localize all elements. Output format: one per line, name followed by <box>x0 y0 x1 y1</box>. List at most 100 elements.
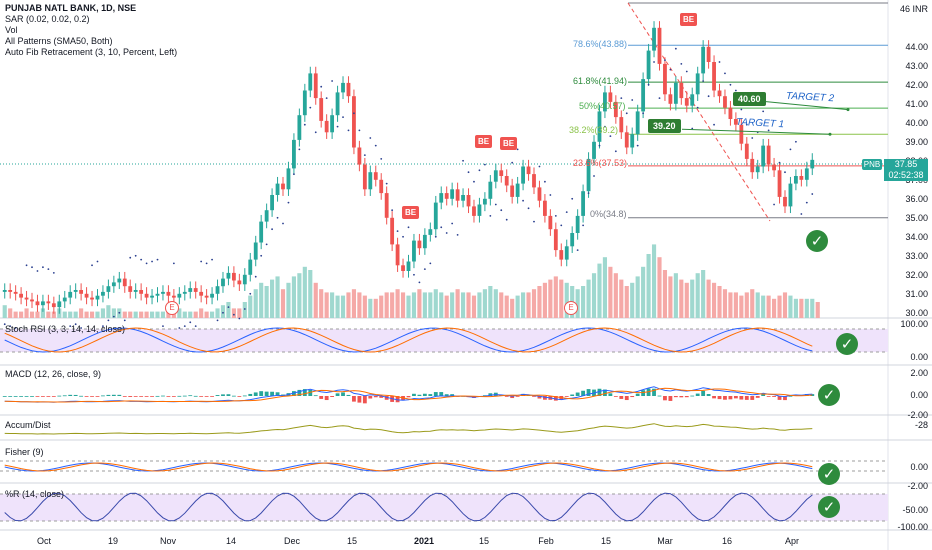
volume-bar <box>641 266 646 318</box>
be-pattern-marker[interactable]: BE <box>680 13 698 26</box>
sar-dot <box>789 148 792 151</box>
target-box-40-60[interactable]: 40.60 <box>733 92 766 106</box>
macd-histogram-bar <box>297 389 302 396</box>
volume-bar <box>559 279 564 318</box>
candle-body <box>68 291 73 298</box>
candle-body <box>673 82 678 104</box>
volume-bar <box>504 295 509 318</box>
sar-dot <box>69 325 72 327</box>
volume-bar <box>433 289 438 318</box>
candle-body <box>646 50 651 80</box>
sar-dot <box>118 311 121 314</box>
sar-dot <box>724 72 726 75</box>
sar-dot <box>554 215 557 217</box>
macd-histogram-bar <box>723 396 727 400</box>
sar-legend[interactable]: SAR (0.02, 0.02, 0.2) <box>5 14 90 24</box>
candle-body <box>499 170 504 176</box>
candle-body <box>155 293 160 296</box>
volume-bar <box>308 270 313 318</box>
sar-dot <box>527 207 530 210</box>
williams-r-title[interactable]: %R (14, close) <box>5 489 65 499</box>
fib-legend[interactable]: Auto Fib Retracement (3, 10, Percent, Le… <box>5 47 178 57</box>
sar-dot <box>91 264 93 267</box>
macd-histogram-bar <box>755 396 760 398</box>
volume-bar <box>95 311 100 318</box>
sar-dot <box>533 220 535 223</box>
sar-dot <box>740 108 743 111</box>
candle-body <box>608 92 613 102</box>
macd-histogram-bar <box>783 396 787 401</box>
sar-dot <box>320 85 323 88</box>
volume-bar <box>231 308 236 318</box>
macd-histogram-bar <box>412 393 416 396</box>
fisher-title[interactable]: Fisher (9) <box>5 447 44 457</box>
macd-histogram-bar <box>341 392 345 396</box>
candle-body <box>613 101 618 118</box>
candle-body <box>319 98 324 121</box>
earnings-marker[interactable]: E <box>564 301 578 315</box>
volume-bar <box>750 289 755 318</box>
stoch-rsi-title[interactable]: Stoch RSI (3, 3, 14, 14, close) <box>5 324 126 334</box>
sar-dot <box>500 209 503 212</box>
candle-body <box>95 295 100 300</box>
macd-histogram-bar <box>428 394 433 396</box>
candle-body <box>630 134 635 148</box>
volume-bar <box>662 270 668 318</box>
patterns-legend[interactable]: All Patterns (SMA50, Both) <box>5 36 113 46</box>
candle-body <box>417 240 422 249</box>
sar-dot <box>445 232 448 234</box>
macd-histogram-bar <box>101 395 105 397</box>
accum-dist-title[interactable]: Accum/Dist <box>5 420 51 430</box>
time-label-14: 14 <box>225 536 237 546</box>
sar-dot <box>691 127 694 130</box>
macd-histogram-bar <box>712 396 716 399</box>
macd-histogram-bar <box>84 396 89 397</box>
candle-body <box>379 179 384 194</box>
time-label-apr: Apr <box>784 536 800 546</box>
volume-bar <box>302 266 307 318</box>
time-label-15b: 15 <box>478 536 490 546</box>
candle-body <box>472 206 476 216</box>
time-label-nov: Nov <box>159 536 177 546</box>
sar-dot <box>189 321 192 324</box>
sar-dot <box>216 319 219 322</box>
macd-histogram-bar <box>515 396 520 397</box>
macd-title[interactable]: MACD (12, 26, close, 9) <box>5 369 102 379</box>
candle-body <box>302 90 307 116</box>
candle-body <box>755 166 760 173</box>
candle-body <box>723 96 727 108</box>
candle-body <box>597 111 602 142</box>
macd-histogram-bar <box>177 395 182 397</box>
candle-body <box>308 73 313 91</box>
stoch-axis-0: 0.00 <box>910 352 928 362</box>
volume-bar <box>204 311 209 318</box>
volume-bar <box>19 311 24 318</box>
volume-bar <box>171 311 176 318</box>
volume-bar <box>29 311 35 318</box>
sar-dot <box>374 144 377 147</box>
axis-label-42: 42.00 <box>905 80 928 90</box>
earnings-marker[interactable]: E <box>165 301 179 315</box>
sar-dot <box>36 270 39 272</box>
sar-dot <box>625 112 628 115</box>
sar-dot <box>303 123 306 126</box>
macd-histogram-bar <box>24 396 29 397</box>
macd-axis-2: 2.00 <box>910 368 928 378</box>
volume-bar <box>815 302 820 318</box>
volume-bar <box>493 289 498 318</box>
vol-legend[interactable]: Vol <box>5 25 18 35</box>
time-label-19: 19 <box>107 536 119 546</box>
symbol-title[interactable]: PUNJAB NATL BANK, 1D, NSE <box>5 3 137 13</box>
be-pattern-marker[interactable]: BE <box>500 137 518 150</box>
be-pattern-marker[interactable]: BE <box>402 206 420 219</box>
sar-dot <box>778 161 781 164</box>
candle-body <box>466 195 471 207</box>
sar-dot <box>702 80 705 82</box>
candle-body <box>706 46 711 62</box>
macd-histogram-bar <box>532 396 536 397</box>
target-box-39-20[interactable]: 39.20 <box>648 119 681 133</box>
macd-histogram-bar <box>346 394 351 396</box>
be-pattern-marker[interactable]: BE <box>475 135 493 148</box>
candle-body <box>761 145 766 167</box>
sar-dot <box>745 123 748 126</box>
